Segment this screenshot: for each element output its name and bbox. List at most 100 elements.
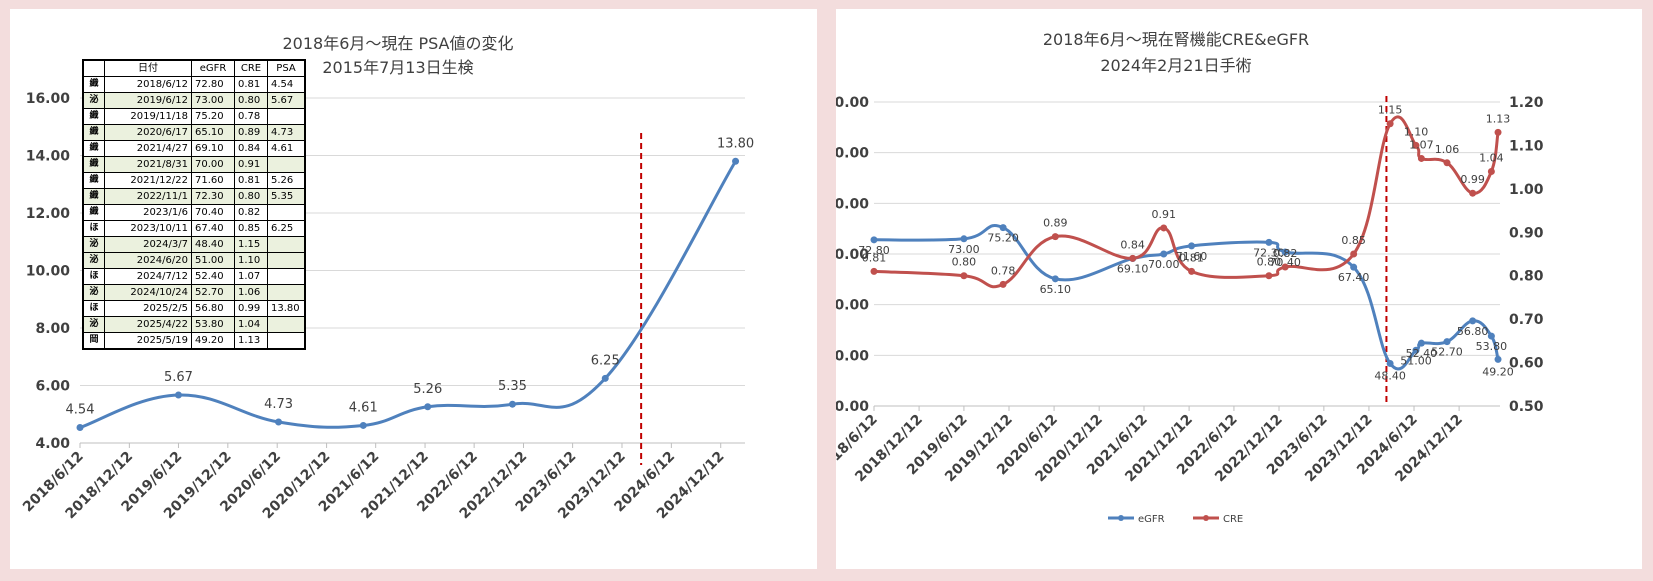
table-cell: 52.70 (191, 284, 235, 301)
cre-data-label: 1.04 (1479, 151, 1504, 164)
chart-subtitle: 2024年2月21日手術 (1100, 56, 1251, 75)
table-row: 泌 2025/4/22 53.80 1.04 (82, 316, 306, 333)
psa-data-label: 5.26 (413, 382, 442, 397)
egfr-data-point (1160, 250, 1168, 258)
table-cell: 56.80 (191, 300, 235, 317)
y-left-tick-label: 40.00 (836, 399, 869, 415)
cre-data-point (960, 272, 968, 280)
y-left-tick-label: 90.00 (836, 146, 869, 162)
table-cell: 織 (82, 108, 105, 125)
table-cell: 4.54 (267, 76, 306, 93)
table-cell: ほ (82, 220, 105, 237)
psa-data-label: 13.80 (717, 136, 754, 151)
table-cell: 2024/3/7 (104, 236, 192, 253)
psa-data-point (76, 423, 84, 431)
table-cell: 48.40 (191, 236, 235, 253)
table-row: 織 2018/6/12 72.80 0.81 4.54 (82, 76, 306, 93)
table-cell: 2019/6/12 (104, 92, 192, 109)
egfr-data-point (1281, 248, 1289, 256)
egfr-data-point (1412, 346, 1420, 354)
table-cell: 2023/10/11 (104, 220, 192, 237)
table-cell: 2018/6/12 (104, 76, 192, 93)
table-cell: 0.89 (234, 124, 268, 141)
y-right-tick-label: 1.10 (1509, 138, 1544, 154)
table-row: 織 2020/6/17 65.10 0.89 4.73 (82, 124, 306, 141)
table-cell: 織 (82, 172, 105, 189)
table-cell: 2024/10/24 (104, 284, 192, 301)
table-cell: 72.30 (191, 188, 235, 205)
egfr-data-label: 49.20 (1482, 365, 1514, 378)
table-header-cell: 日付 (104, 59, 192, 77)
table-row: ほ 2025/2/5 56.80 0.99 13.80 (82, 300, 306, 317)
table-cell: 6.25 (267, 220, 306, 237)
table-cell: 0.80 (234, 188, 268, 205)
table-cell: 0.81 (234, 172, 268, 189)
table-cell: 0.99 (234, 300, 268, 317)
y-left-tick-label: 60.00 (836, 298, 869, 314)
table-cell: 2021/12/22 (104, 172, 192, 189)
egfr-data-point (1469, 317, 1477, 325)
table-cell: 0.82 (234, 204, 268, 221)
table-cell: 2021/8/31 (104, 156, 192, 173)
table-cell: 4.73 (267, 124, 306, 141)
table-header-cell (82, 59, 105, 77)
egfr-data-label: 72.30 (1253, 246, 1285, 259)
psa-series-line (79, 160, 737, 429)
psa-data-label: 4.61 (349, 400, 378, 415)
table-cell: 72.80 (191, 76, 235, 93)
legend-egfr-label: eGFR (1138, 514, 1165, 525)
table-row: ほ 2024/7/12 52.40 1.07 (82, 268, 306, 285)
table-cell: 75.20 (191, 108, 235, 125)
cre-data-point (1281, 263, 1289, 271)
table-cell: 2025/2/5 (104, 300, 192, 317)
table-cell: 泌 (82, 252, 105, 269)
table-cell: 2025/5/19 (104, 332, 192, 350)
table-cell: 1.10 (234, 252, 268, 269)
egfr-data-label: 52.70 (1431, 346, 1463, 359)
psa-data-point (275, 418, 283, 426)
table-cell: 70.00 (191, 156, 235, 173)
table-cell (267, 252, 306, 269)
cre-data-label: 0.78 (991, 264, 1016, 277)
cre-data-point (1494, 128, 1502, 136)
table-cell: 織 (82, 76, 105, 93)
legend-egfr-marker (1118, 515, 1124, 521)
cre-data-label: 0.80 (952, 256, 977, 269)
cre-data-point (1469, 189, 1477, 197)
table-cell: ほ (82, 268, 105, 285)
table-header-cell: CRE (234, 59, 268, 77)
table-row: ほ 2023/10/11 67.40 0.85 6.25 (82, 220, 306, 237)
egfr-data-point (1494, 355, 1502, 363)
egfr-data-label: 56.80 (1457, 325, 1489, 338)
psa-chart-panel: 2018年6月～現在 PSA値の変化 2015年7月13日生検 4.00 6.00 8.… (10, 9, 817, 569)
cre-data-label: 0.81 (1179, 251, 1204, 264)
cre-data-point (1160, 224, 1168, 232)
cre-data-point (1350, 250, 1358, 258)
egfr-data-label: 48.40 (1374, 369, 1406, 382)
table-cell (267, 204, 306, 221)
y-right-tick-label: 0.70 (1509, 312, 1544, 328)
cre-data-point (1443, 159, 1451, 167)
table-cell: 1.04 (234, 316, 268, 333)
table-cell (267, 268, 306, 285)
table-cell: 0.80 (234, 92, 268, 109)
table-row: 織 2021/4/27 69.10 0.84 4.61 (82, 140, 306, 157)
egfr-data-point (1443, 338, 1451, 346)
psa-data-point (174, 391, 182, 399)
table-cell: 69.10 (191, 140, 235, 157)
egfr-data-label: 72.80 (858, 244, 890, 257)
cre-data-label: 1.15 (1378, 104, 1403, 117)
y-tick-label: 12.00 (26, 206, 71, 222)
cre-data-point (1412, 141, 1420, 149)
psa-data-point (508, 400, 516, 408)
table-cell: 2022/11/1 (104, 188, 192, 205)
table-row: 織 2023/1/6 70.40 0.82 (82, 204, 306, 221)
table-row: 泌 2024/6/20 51.00 1.10 (82, 252, 306, 269)
cre-data-point (1188, 267, 1196, 275)
table-cell: 1.15 (234, 236, 268, 253)
psa-data-label: 5.35 (498, 379, 527, 394)
cre-data-point (1051, 233, 1059, 241)
egfr-data-label: 70.00 (1148, 258, 1180, 271)
table-row: 泌 2024/3/7 48.40 1.15 (82, 236, 306, 253)
table-cell: 織 (82, 156, 105, 173)
